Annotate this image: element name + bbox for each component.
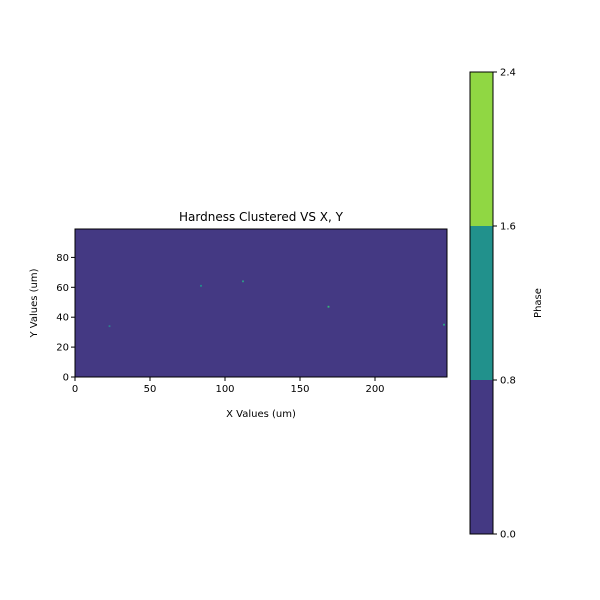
y-tick-label-1: 20 [56, 343, 69, 354]
x-tick-label-2: 100 [215, 384, 234, 395]
colorbar-label: Phase [533, 288, 544, 318]
colorbar-tick-label-1: 0.8 [500, 376, 516, 387]
colorbar-tick-label-0: 0.0 [500, 530, 516, 541]
colorbar-level-0 [470, 380, 493, 534]
x-tick-label-1: 50 [144, 384, 157, 395]
colorbar: 0.0 0.8 1.6 2.4 [469, 68, 516, 541]
y-axis: 0 20 40 60 80 [56, 253, 75, 384]
plot-area [74, 228, 448, 378]
colorbar-tick-label-3: 2.4 [500, 68, 516, 79]
x-axis: 0 50 100 150 200 [72, 377, 385, 395]
data-point-0 [108, 325, 111, 328]
y-tick-label-3: 60 [56, 283, 69, 294]
x-tick-label-4: 200 [365, 384, 384, 395]
phase-background [75, 229, 447, 377]
data-point-1 [200, 284, 202, 287]
plot-frame [74, 228, 448, 378]
data-point-4 [443, 323, 445, 326]
y-tick-label-0: 0 [63, 373, 69, 384]
y-tick-label-4: 80 [56, 253, 69, 264]
y-tick-label-2: 40 [56, 313, 69, 324]
x-axis-label: X Values (um) [226, 409, 296, 420]
chart-title: Hardness Clustered VS X, Y [179, 210, 344, 224]
x-tick-label-3: 150 [290, 384, 309, 395]
colorbar-frame [469, 71, 494, 535]
x-tick-label-0: 0 [72, 384, 78, 395]
data-point-3 [327, 305, 330, 308]
data-point-2 [242, 280, 244, 283]
colorbar-tick-label-2: 1.6 [500, 222, 516, 233]
colorbar-level-2 [470, 72, 493, 226]
y-axis-label: Y Values (um) [29, 268, 40, 338]
colorbar-level-1 [470, 226, 493, 380]
